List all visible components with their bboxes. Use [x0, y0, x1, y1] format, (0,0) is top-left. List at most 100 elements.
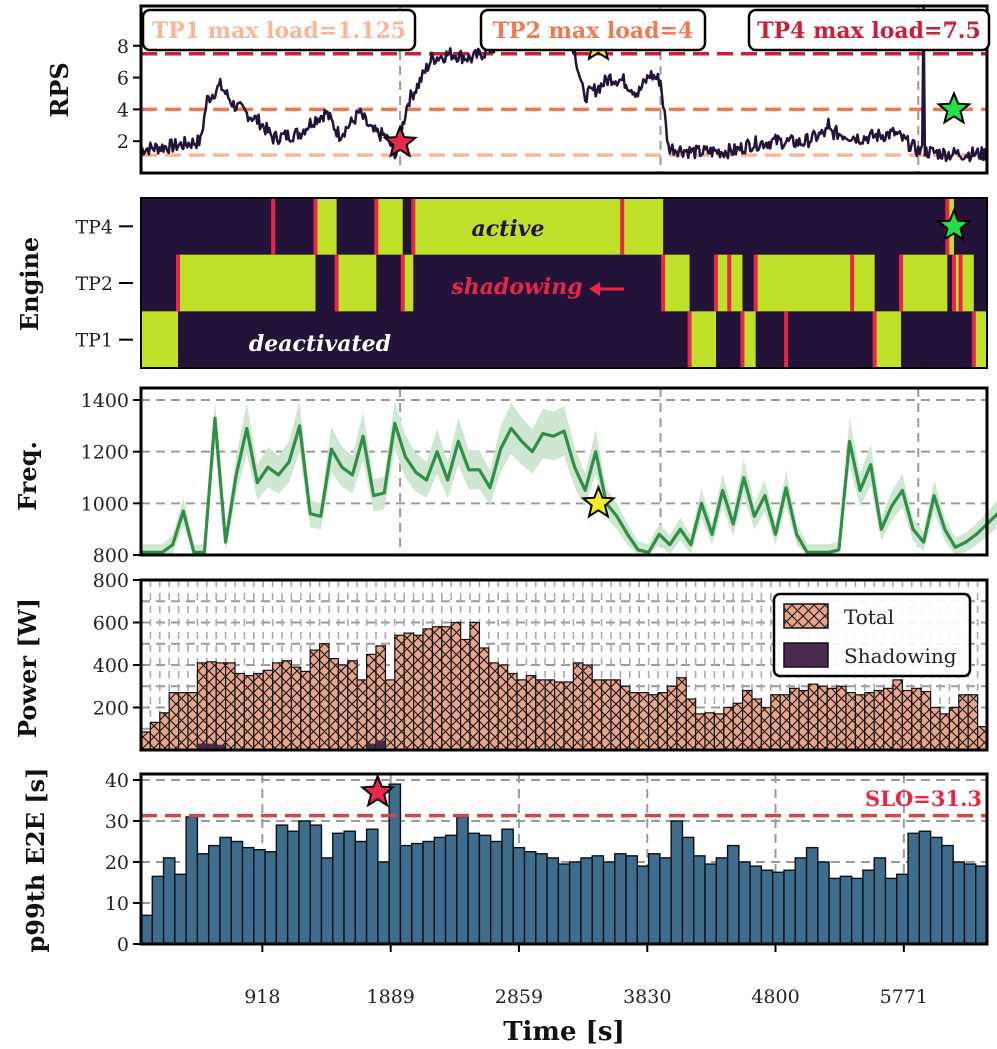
shadowing-marker [334, 254, 339, 312]
freq-confidence-band [141, 401, 997, 555]
star-red-icon [382, 124, 418, 158]
p99-bar [399, 844, 413, 945]
power-total-hatch [667, 686, 677, 750]
freq-ylabel: Freq. [13, 441, 42, 511]
power-total-hatch [206, 661, 217, 750]
power-total-hatch [235, 673, 245, 750]
shadowing-marker [411, 198, 416, 255]
p99-bar [140, 914, 153, 945]
power-shadowing-bar [216, 744, 226, 750]
power-total-hatch [582, 665, 593, 750]
engine-panel: Engine TP4 TP2 TP1 active shadowing deacti… [15, 197, 988, 369]
power-total-hatch [470, 622, 480, 750]
p99-bar [151, 875, 165, 945]
shadowing-marker [620, 198, 625, 255]
power-total-hatch [686, 699, 696, 750]
power-total-hatch [291, 667, 301, 750]
power-total-hatch [479, 648, 489, 750]
power-total-hatch [817, 686, 828, 750]
x-tick-label: 918 [244, 986, 280, 1008]
power-total-hatch [310, 650, 320, 750]
p99-bar [749, 865, 763, 945]
legend-shadowing-label: Shadowing [844, 644, 957, 668]
shadowing-annotation: shadowing [450, 274, 582, 300]
power-total-hatch [423, 628, 433, 750]
power-total-hatch [836, 686, 846, 750]
power-total-hatch [893, 679, 903, 750]
freq-tick-label: 800 [93, 545, 129, 567]
p99-bar [636, 865, 650, 945]
p99-bar [298, 820, 311, 945]
power-total-hatch [846, 692, 856, 750]
shadowing-marker [313, 198, 318, 255]
power-total-hatch [253, 673, 264, 750]
power-total-hatch [244, 675, 254, 750]
shadowing-marker [374, 198, 379, 255]
p99-bar [918, 830, 932, 945]
p99-bar [377, 861, 390, 945]
power-total-hatch [705, 712, 715, 750]
power-total-hatch [601, 679, 611, 750]
rps-tick-label: 8 [117, 36, 129, 58]
star-green-icon [936, 207, 972, 242]
power-total-hatch [761, 707, 771, 750]
power-total-hatch [347, 660, 358, 750]
p99-bar [794, 857, 808, 945]
x-tick-label: 5771 [880, 986, 928, 1008]
power-total-hatch [611, 679, 621, 750]
p99-tick-label: 0 [117, 934, 129, 956]
deactivated-annotation: deactivated [249, 331, 391, 357]
p99-bar [568, 861, 582, 945]
tp1-max-load-label: TP1 max load=1.125 [152, 18, 406, 44]
power-total-hatch [319, 643, 329, 750]
power-total-hatch [338, 665, 348, 750]
x-axis-label: Time [s] [503, 1017, 625, 1047]
x-tick-label: 1889 [367, 986, 415, 1008]
active-segment-TP2 [901, 254, 948, 312]
p99-bars [140, 783, 988, 945]
power-tick-label: 600 [93, 613, 129, 635]
p99-bar [704, 863, 717, 945]
p99-bar [760, 869, 774, 945]
p99-panel: p99th E2E [s] 0 10 20 30 40 SLO=31.3 [21, 768, 989, 956]
p99-bar [456, 816, 469, 945]
power-total-hatch [620, 686, 630, 750]
power-total-hatch [733, 703, 743, 750]
power-total-hatch [930, 707, 940, 750]
p99-bar [828, 877, 842, 945]
shadowing-marker [850, 254, 855, 312]
rps-tick-label: 6 [117, 68, 129, 90]
power-total-hatch [921, 691, 931, 750]
p99-bar [275, 824, 289, 945]
power-shadowing-bar [197, 743, 207, 750]
power-total-hatch [225, 662, 235, 750]
shadowing-marker [661, 254, 666, 312]
active-segment-TP2 [178, 254, 316, 312]
power-total-hatch [676, 677, 687, 750]
power-total-hatch [545, 679, 555, 750]
power-total-hatch [808, 684, 818, 750]
p99-bar [715, 857, 729, 945]
tp1-label-box: TP1 max load=1.125 [141, 8, 417, 52]
p99-bar [907, 832, 921, 945]
p99-bar [602, 861, 616, 945]
power-legend: Total Shadowing [772, 592, 972, 678]
p99-bar [332, 832, 345, 945]
p99-bar [207, 844, 221, 945]
shadowing-marker [740, 311, 745, 368]
p99-bar [850, 877, 864, 945]
power-total-hatch [272, 662, 282, 750]
tp2-label-box: TP2 max load=4 [479, 8, 707, 52]
p99-bar [535, 853, 548, 945]
x-tick-label: 4800 [751, 986, 799, 1008]
active-segment-TP2 [953, 254, 974, 312]
rps-ylabel: RPS [45, 62, 74, 117]
rps-threshold-lines [141, 51, 987, 157]
p99-bar [896, 873, 909, 945]
freq-frame [139, 386, 989, 557]
power-total-hatch [742, 690, 752, 750]
power-total-hatch [592, 679, 602, 750]
p99-ylabel: p99th E2E [s] [21, 768, 50, 953]
shadowing-marker [400, 254, 405, 312]
p99-bar [512, 846, 526, 945]
